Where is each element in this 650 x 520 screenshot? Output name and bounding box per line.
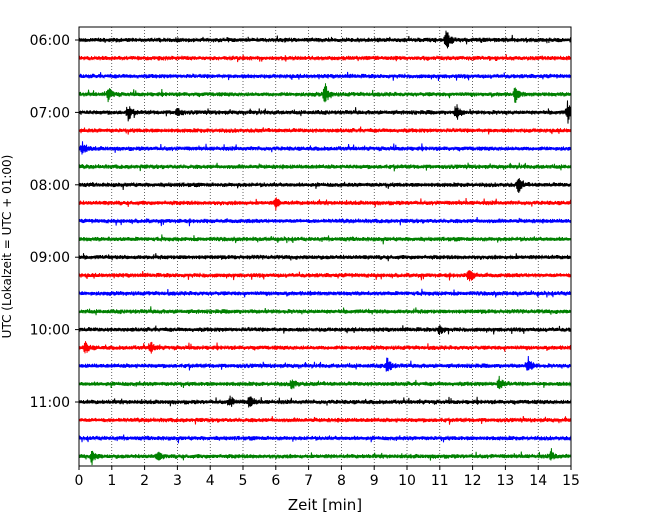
x-tick-label: 12 xyxy=(464,473,482,489)
x-tick-label: 10 xyxy=(398,473,416,489)
trace-1145 xyxy=(78,448,572,466)
x-tick-label: 14 xyxy=(529,473,547,489)
plot-frame xyxy=(78,26,572,467)
trace-1030 xyxy=(78,356,572,372)
trace-0945 xyxy=(78,306,572,316)
trace-0915 xyxy=(78,270,572,282)
x-tick-label: 15 xyxy=(562,473,580,489)
grid-lines xyxy=(111,27,539,466)
trace-0815 xyxy=(78,197,572,211)
trace-0700 xyxy=(78,100,572,124)
trace-0745 xyxy=(78,162,572,172)
x-tick-label: 3 xyxy=(173,473,182,489)
trace-0830 xyxy=(78,216,572,227)
trace-1000 xyxy=(78,324,572,335)
x-tick-label: 0 xyxy=(75,473,84,489)
x-tick-label: 13 xyxy=(496,473,514,489)
trace-0930 xyxy=(78,288,572,298)
x-tick-label: 4 xyxy=(206,473,215,489)
seismogram-traces xyxy=(78,30,572,466)
trace-1100 xyxy=(78,395,572,408)
x-tick-label: 8 xyxy=(337,473,346,489)
y-axis-label: UTC (Lokalzeit = UTC + 01:00) xyxy=(0,155,14,339)
trace-0630 xyxy=(78,71,572,82)
x-tick-label: 11 xyxy=(431,473,449,489)
y-tick-label: 08:00 xyxy=(30,178,70,194)
trace-0730 xyxy=(78,141,572,155)
trace-0715 xyxy=(78,126,572,135)
trace-0900 xyxy=(78,253,572,262)
trace-0615 xyxy=(78,54,572,63)
x-tick-label: 5 xyxy=(239,473,248,489)
x-tick-label: 6 xyxy=(271,473,280,489)
x-tick-label: 1 xyxy=(107,473,116,489)
y-tick-label: 06:00 xyxy=(30,33,70,49)
x-tick-label: 2 xyxy=(140,473,149,489)
trace-0600 xyxy=(78,30,572,49)
x-axis-ticks: 0 1 2 3 4 5 6 7 8 9 10 11 12 13 14 15 xyxy=(75,466,580,489)
y-tick-label: 07:00 xyxy=(30,105,70,121)
trace-0800 xyxy=(78,178,572,193)
x-tick-label: 7 xyxy=(304,473,313,489)
trace-1045 xyxy=(78,375,572,390)
y-tick-label: 11:00 xyxy=(30,395,70,411)
y-axis-ticks: 06:00 07:00 08:00 09:00 10:00 11:00 xyxy=(30,33,79,411)
trace-0845 xyxy=(78,234,572,245)
trace-1115 xyxy=(78,416,572,425)
x-axis-label: Zeit [min] xyxy=(288,496,362,514)
y-tick-label: 10:00 xyxy=(30,323,70,339)
trace-0645 xyxy=(78,83,572,103)
trace-1130 xyxy=(78,434,572,444)
x-tick-label: 9 xyxy=(370,473,379,489)
y-tick-label: 09:00 xyxy=(30,250,70,266)
trace-1015 xyxy=(78,341,572,354)
